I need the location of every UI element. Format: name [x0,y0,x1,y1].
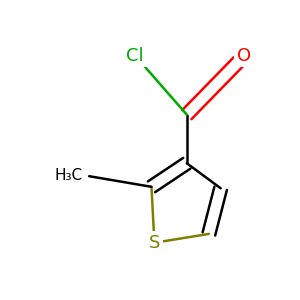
Text: O: O [237,47,251,65]
Text: S: S [149,234,160,252]
Text: H₃C: H₃C [54,167,82,182]
Text: Cl: Cl [127,47,144,65]
